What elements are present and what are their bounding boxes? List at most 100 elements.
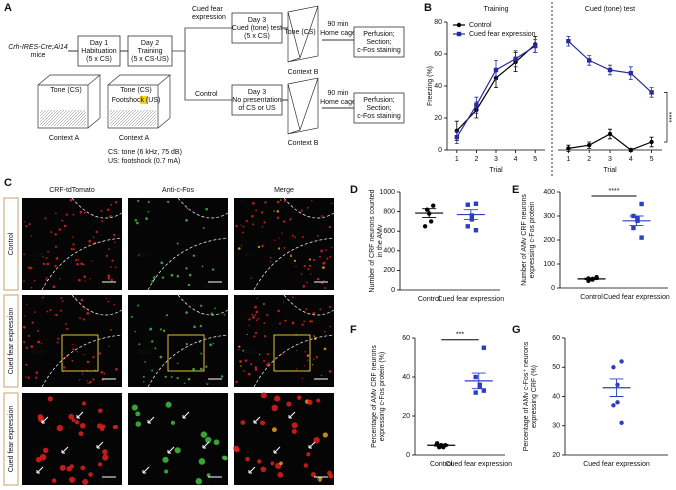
cell bbox=[153, 276, 156, 279]
panel-label: B bbox=[424, 2, 432, 14]
cell bbox=[252, 202, 255, 205]
cell bbox=[71, 343, 73, 346]
cell bbox=[142, 375, 145, 378]
arrow bbox=[248, 466, 256, 474]
cell bbox=[86, 380, 89, 382]
cell bbox=[42, 447, 49, 454]
row-label: Cued fear expression bbox=[8, 406, 15, 473]
cell bbox=[130, 315, 133, 318]
arrow bbox=[147, 416, 155, 424]
cell bbox=[138, 343, 141, 346]
cell bbox=[234, 447, 240, 453]
marker bbox=[619, 420, 624, 426]
y-tick-label: 60 bbox=[552, 335, 560, 342]
cell bbox=[301, 377, 304, 379]
row-frame bbox=[3, 392, 19, 486]
cell bbox=[64, 323, 67, 326]
marker bbox=[615, 400, 620, 405]
cell bbox=[291, 296, 294, 299]
cell bbox=[185, 219, 188, 222]
cell bbox=[176, 242, 179, 245]
cell bbox=[291, 234, 294, 237]
cell bbox=[25, 376, 27, 378]
cell bbox=[147, 200, 150, 204]
cell bbox=[281, 232, 283, 234]
cell bbox=[83, 275, 87, 279]
legend-marker bbox=[456, 22, 462, 28]
cell bbox=[317, 476, 323, 482]
step-text: of CS or US bbox=[238, 105, 276, 112]
cell bbox=[320, 249, 323, 253]
significance-bracket bbox=[664, 92, 668, 143]
cell bbox=[165, 314, 169, 317]
cell bbox=[274, 395, 281, 402]
cell bbox=[301, 323, 304, 326]
cell bbox=[159, 328, 163, 331]
cell bbox=[22, 325, 26, 329]
panel-label: A bbox=[4, 2, 12, 14]
region-border bbox=[147, 294, 229, 388]
cell bbox=[45, 257, 48, 259]
cell bbox=[308, 258, 312, 261]
cell bbox=[30, 235, 33, 237]
cell bbox=[138, 254, 140, 257]
cell bbox=[255, 209, 257, 212]
arrow bbox=[253, 416, 261, 424]
zoom-box bbox=[167, 334, 205, 372]
cell bbox=[80, 298, 84, 302]
micrographs: CRF-tdTomato Anti-c-Fos Merge Control AMv 100… bbox=[3, 187, 335, 486]
cell bbox=[73, 248, 76, 251]
chart-title: Training bbox=[483, 6, 508, 13]
cell bbox=[62, 366, 66, 369]
cell bbox=[23, 341, 26, 344]
cell bbox=[321, 282, 324, 285]
cell bbox=[209, 343, 212, 347]
cell bbox=[311, 364, 314, 366]
cell bbox=[134, 219, 138, 222]
cell bbox=[56, 424, 64, 432]
cell bbox=[240, 224, 242, 226]
cell bbox=[95, 230, 98, 234]
cell bbox=[80, 262, 84, 266]
cell bbox=[87, 382, 89, 385]
x-tick-label: Control bbox=[418, 296, 441, 303]
marker bbox=[473, 390, 478, 395]
y-tick-label: 200 bbox=[543, 237, 555, 244]
cell bbox=[58, 228, 62, 231]
cell bbox=[250, 277, 253, 279]
cell bbox=[271, 404, 278, 412]
cell bbox=[257, 245, 261, 249]
cell bbox=[47, 250, 49, 253]
cell bbox=[254, 314, 257, 316]
cell bbox=[242, 349, 245, 352]
cell bbox=[54, 264, 57, 268]
cell bbox=[296, 368, 298, 370]
arrow bbox=[96, 441, 104, 449]
cell bbox=[311, 200, 313, 202]
step-box bbox=[127, 35, 173, 67]
cell bbox=[80, 422, 86, 429]
step-text: (5 x CS) bbox=[244, 33, 270, 40]
cell bbox=[263, 335, 267, 338]
context-b-box bbox=[287, 5, 319, 63]
cell bbox=[83, 211, 86, 214]
cell bbox=[25, 363, 28, 366]
cell bbox=[110, 266, 112, 268]
cell bbox=[263, 303, 265, 305]
step-text: Day 1 bbox=[90, 40, 108, 47]
cell bbox=[188, 273, 192, 277]
y-tick-label: 1000 bbox=[379, 189, 395, 196]
cell bbox=[214, 307, 216, 310]
cell bbox=[24, 221, 26, 223]
cell bbox=[176, 377, 179, 380]
arrow bbox=[273, 446, 281, 454]
context-label: Context A bbox=[49, 135, 80, 142]
cell bbox=[316, 398, 321, 403]
cell bbox=[256, 297, 258, 300]
cell bbox=[312, 358, 315, 360]
step-box bbox=[231, 12, 283, 44]
cell bbox=[72, 348, 75, 351]
row-frame bbox=[3, 294, 19, 388]
cell bbox=[88, 239, 91, 243]
cell bbox=[110, 278, 114, 282]
